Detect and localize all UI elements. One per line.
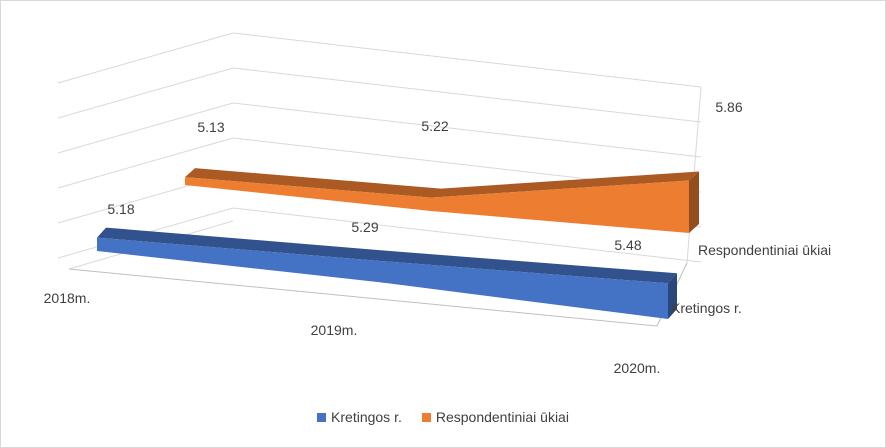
data-label-s0-2: 5.48: [614, 237, 641, 253]
data-label-s0-1: 5.29: [351, 219, 378, 235]
gridline-side: [57, 137, 234, 189]
data-label-s1-0: 5.13: [197, 119, 224, 135]
series-layer: [97, 168, 699, 319]
gridline-back: [232, 102, 702, 158]
category-label-0: 2018m.: [44, 290, 91, 306]
text-layer: 5.18 5.29 5.48 5.13 5.22 5.86 2018m. 2019m. 2020…: [44, 99, 831, 376]
legend-label-kretingos: Kretingos r.: [331, 409, 402, 425]
legend-label-respondentiniai: Respondentiniai ūkiai: [435, 409, 569, 425]
series-side-0: [668, 273, 677, 319]
gridline-side: [57, 67, 234, 119]
data-label-s1-2: 5.86: [715, 99, 742, 115]
gridline-back: [232, 207, 702, 263]
series-top-1: [185, 168, 699, 198]
category-label-2: 2020m.: [614, 360, 661, 376]
data-label-s1-1: 5.22: [421, 118, 448, 134]
depth-label-0: Kretingos r.: [671, 300, 742, 316]
depth-label-1: Respondentiniai ūkiai: [698, 242, 831, 258]
series-area-1: [185, 177, 689, 233]
gridline-side: [57, 102, 234, 154]
gridline-back: [232, 67, 702, 123]
legend-item-kretingos: Kretingos r.: [317, 409, 402, 425]
gridline-side: [57, 32, 234, 84]
legend-swatch-respondentiniai: [421, 412, 431, 422]
series-side-1: [689, 171, 699, 233]
gridline-back: [232, 32, 702, 88]
data-label-s0-0: 5.18: [107, 201, 134, 217]
category-label-1: 2019m.: [311, 322, 358, 338]
floor-front-edge: [68, 268, 658, 327]
series-top-0: [97, 227, 677, 284]
legend-item-respondentiniai: Respondentiniai ūkiai: [421, 409, 569, 425]
series-area-0: [97, 237, 668, 319]
legend: Kretingos r. Respondentiniai ūkiai: [1, 409, 885, 425]
legend-swatch-kretingos: [317, 412, 327, 422]
